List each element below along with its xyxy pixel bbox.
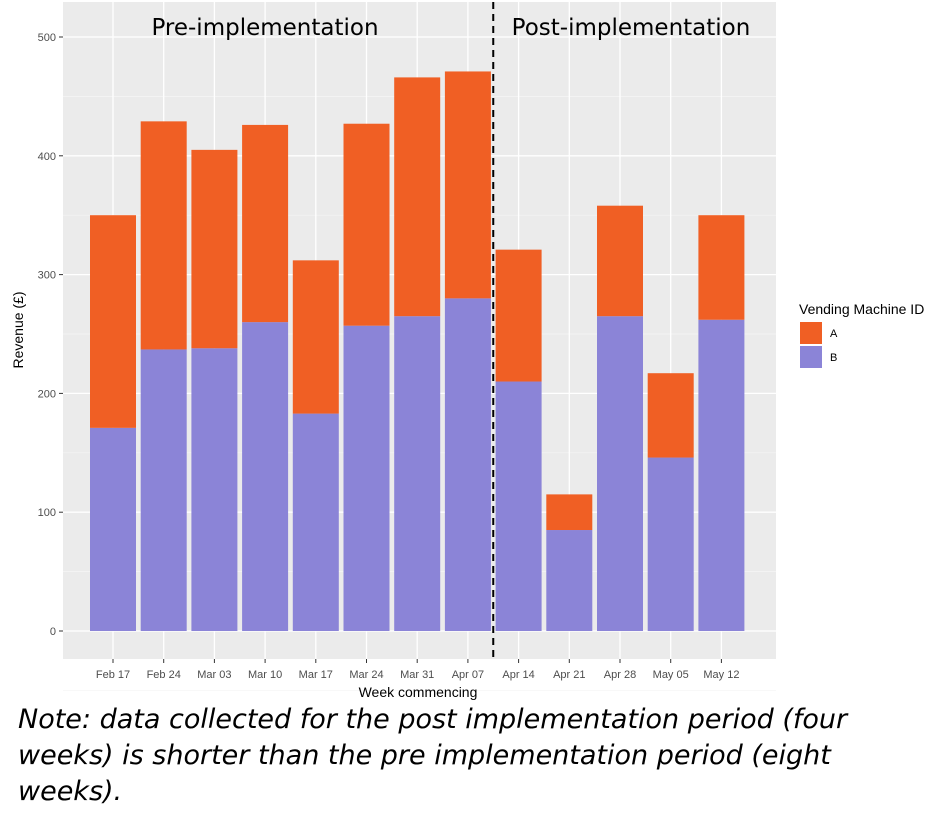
bar-segment-a [394, 77, 441, 317]
bar-segment-b [597, 316, 643, 631]
bar-segment-b [292, 413, 339, 631]
bar-segment-b [495, 381, 542, 631]
bar-segment-a [90, 215, 136, 428]
bar-segment-b [242, 322, 289, 631]
x-axis: Feb 17 Feb 24 Mar 03 Mar 10 Mar 17 Mar 24 Mar … [96, 659, 739, 681]
x-tick-label: Mar 10 [248, 669, 282, 681]
bar-segment-a [495, 249, 542, 382]
bar-segment-a [444, 71, 491, 299]
x-tick-label: Apr 14 [502, 669, 534, 681]
bar-segment-b [394, 316, 441, 631]
bar-segment-b [546, 530, 593, 631]
x-tick-label: Feb 17 [96, 669, 130, 681]
y-tick-label: 300 [38, 270, 56, 282]
bar-segment-b [191, 348, 238, 631]
x-tick-label: Apr 21 [553, 669, 585, 681]
y-tick-label: 500 [38, 32, 56, 44]
legend-label: A [830, 328, 838, 340]
x-tick-label: Apr 28 [604, 669, 636, 681]
y-tick-label: 200 [38, 388, 56, 400]
stacked-bar-chart: Pre-implementation Post-implementation 0… [10, 2, 924, 700]
legend: Vending Machine ID AB [799, 301, 924, 368]
x-tick-label: Mar 31 [400, 669, 434, 681]
legend-swatch [800, 346, 822, 368]
bar-segment-b [140, 349, 187, 631]
x-tick-label: Feb 24 [147, 669, 181, 681]
bar-segment-a [140, 121, 187, 350]
y-tick-label: 400 [38, 151, 56, 163]
bar-segment-a [343, 123, 390, 326]
x-tick-label: Mar 24 [349, 669, 383, 681]
x-tick-label: Mar 17 [299, 669, 333, 681]
bar-segment-a [698, 215, 745, 320]
legend-items: AB [800, 322, 838, 368]
pre-implementation-label: Pre-implementation [151, 15, 378, 41]
y-tick-label: 0 [50, 626, 56, 638]
post-implementation-label: Post-implementation [512, 15, 751, 41]
bar-segment-b [647, 457, 694, 631]
bar-segment-a [292, 260, 339, 414]
x-axis-title: Week commencing [359, 684, 478, 700]
bar-segment-a [597, 205, 643, 317]
footnote: Note: data collected for the post implem… [18, 704, 848, 807]
bar-segment-b [444, 298, 491, 631]
y-axis: 0 100 200 300 400 500 [38, 32, 63, 638]
bar-segment-b [698, 319, 745, 631]
x-tick-label: May 05 [653, 669, 689, 681]
bar-segment-a [647, 373, 694, 458]
legend-label: B [830, 352, 837, 364]
legend-swatch [800, 322, 822, 344]
bar-segment-b [90, 427, 136, 631]
bar-segment-a [191, 149, 238, 349]
bar-segment-b [343, 325, 390, 631]
y-axis-title: Revenue (£) [10, 291, 26, 368]
legend-title: Vending Machine ID [799, 301, 924, 317]
x-tick-label: Apr 07 [452, 669, 484, 681]
x-tick-label: Mar 03 [197, 669, 231, 681]
bar-segment-a [546, 494, 593, 531]
bars-layer [90, 71, 745, 631]
bar-segment-a [242, 124, 289, 323]
y-tick-label: 100 [38, 507, 56, 519]
x-tick-label: May 12 [703, 669, 739, 681]
